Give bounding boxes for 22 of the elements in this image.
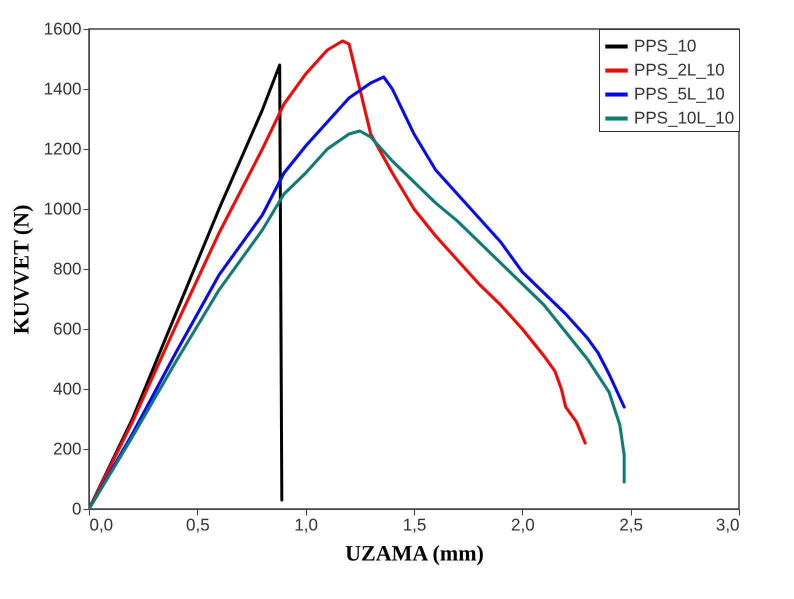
y-tick-label: 1400: [44, 80, 82, 98]
y-tick-label: 800: [53, 260, 82, 278]
x-tick-label: 1,5: [402, 516, 426, 534]
y-tick-label: 400: [53, 380, 82, 398]
x-tick-label: 2,5: [619, 516, 643, 534]
y-tick-label: 1000: [44, 200, 82, 218]
y-tick-label: 1200: [44, 140, 82, 158]
x-axis-title: UZAMA (mm): [345, 540, 484, 566]
y-tick-label: 200: [53, 440, 82, 458]
legend-label: PPS_10: [634, 36, 696, 56]
x-tick-label: 3,0: [716, 516, 740, 534]
y-tick-label: 600: [53, 320, 82, 338]
x-tick-label: 1,0: [294, 516, 318, 534]
legend-label: PPS_5L_10: [634, 84, 725, 104]
legend-label: PPS_10L_10: [634, 108, 734, 128]
y-tick-label: 1600: [44, 20, 82, 38]
x-tick-label: 0,0: [90, 516, 114, 534]
legend-label: PPS_2L_10: [634, 60, 725, 80]
x-tick-label: 0,5: [186, 516, 210, 534]
y-axis-title: KUVVET (N): [8, 204, 34, 334]
x-tick-label: 2,0: [511, 516, 535, 534]
y-tick-label: 0: [72, 500, 82, 518]
